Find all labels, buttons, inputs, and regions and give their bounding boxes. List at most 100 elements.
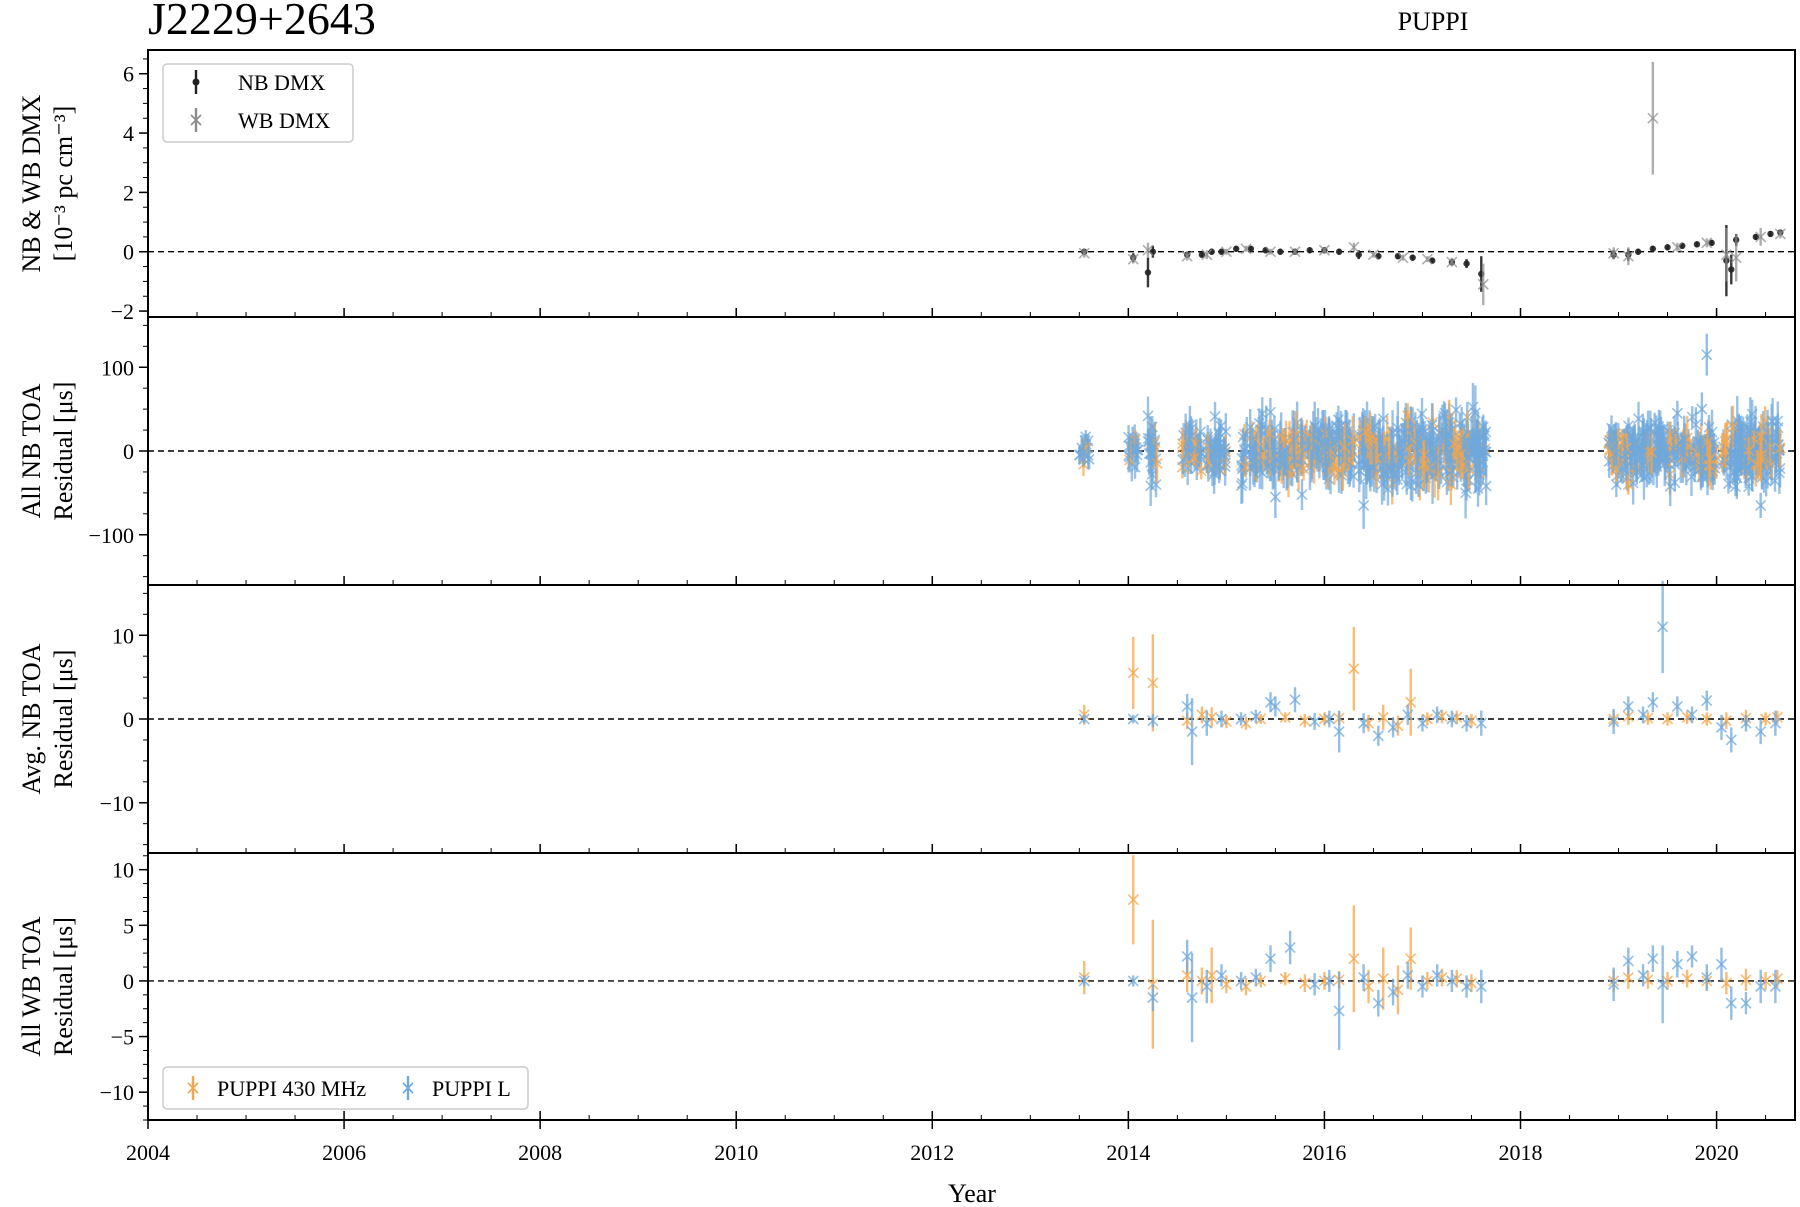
puppi-l-point — [1416, 980, 1429, 993]
puppi-l-point-marker — [1208, 468, 1220, 480]
puppi-430-mhz-point-marker — [1465, 977, 1478, 989]
puppi-l-point — [1438, 410, 1450, 422]
puppi-l-point — [1461, 717, 1473, 729]
puppi-430-mhz-point — [1362, 717, 1375, 729]
panel-frame — [147, 49, 1796, 318]
puppi-l-point-marker — [1309, 978, 1321, 990]
puppi-l-point — [1250, 710, 1262, 723]
outlier-point-marker — [1402, 410, 1414, 422]
puppi-l-point — [1683, 454, 1695, 466]
wb-dmx-point — [1477, 278, 1489, 290]
puppi-l-point — [1744, 416, 1756, 428]
puppi-l-point — [1637, 969, 1649, 981]
puppi-l-point — [1690, 419, 1702, 431]
puppi-430-point — [1364, 433, 1376, 445]
puppi-l-point-marker — [1274, 449, 1286, 461]
puppi-l-point-marker — [1637, 969, 1649, 981]
x-tick-label: 2018 — [1499, 1140, 1543, 1165]
puppi-430-point-marker — [1347, 435, 1359, 447]
puppi-l-point — [1296, 488, 1308, 501]
wb-dmx-point-marker — [1127, 253, 1139, 265]
puppi-l-point — [1078, 713, 1090, 725]
puppi-l-point — [1446, 975, 1458, 987]
puppi-l-point-marker — [1715, 958, 1728, 970]
puppi-l-point — [1377, 413, 1389, 425]
wb-dmx-point — [1622, 250, 1634, 262]
nb-dmx-point — [1144, 269, 1152, 276]
puppi-430-point-marker — [1264, 427, 1276, 440]
puppi-l-point — [1186, 725, 1198, 738]
outlier-point — [1622, 478, 1634, 491]
puppi-l-point — [1274, 449, 1286, 461]
puppi-l-point-marker — [1695, 457, 1707, 469]
puppi-430-mhz-point — [1279, 973, 1291, 985]
puppi-l-point-marker — [1250, 451, 1262, 463]
wb-dmx-point-marker — [1608, 247, 1620, 259]
puppi-l-point — [1767, 416, 1779, 428]
outlier-point — [1671, 407, 1683, 419]
puppi-l-point-marker — [1235, 713, 1247, 725]
puppi-l-point — [1127, 713, 1139, 725]
puppi-l-point-marker — [1725, 734, 1737, 746]
puppi-l-point — [1642, 423, 1654, 435]
puppi-l-point — [1146, 468, 1158, 480]
puppi-l-point — [1323, 713, 1335, 725]
puppi-l-point — [1201, 980, 1213, 993]
puppi-l-point — [1722, 478, 1735, 490]
puppi-l-point — [1424, 436, 1436, 449]
panel-frame — [147, 852, 1796, 1121]
puppi-l-point-marker — [1475, 980, 1487, 993]
puppi-l-point-marker — [1622, 700, 1634, 713]
puppi-l-point-marker — [1402, 709, 1414, 721]
puppi-l-point-marker — [1145, 480, 1157, 492]
puppi-l-point — [1078, 975, 1090, 987]
outlier-point — [1755, 499, 1767, 512]
puppi-l-point — [1669, 477, 1681, 489]
puppi-430-point-marker — [1703, 459, 1715, 472]
puppi-l-point-marker — [1431, 709, 1443, 721]
puppi-l-point-marker — [1608, 715, 1620, 728]
wb-dmx-point — [1240, 243, 1252, 255]
puppi-430-mhz-point — [1220, 978, 1232, 990]
puppi-430-mhz-point — [1147, 677, 1159, 689]
puppi-430-point-marker — [1752, 459, 1764, 471]
puppi-l-point-marker — [1083, 453, 1095, 465]
puppi-l-point-marker — [1181, 700, 1193, 713]
puppi-430-point-marker — [1755, 431, 1767, 443]
puppi-430-point — [1264, 427, 1276, 440]
puppi-l-point-marker — [1690, 419, 1702, 431]
wb-dmx-point-marker — [1078, 247, 1090, 259]
puppi-l-point — [1608, 978, 1620, 990]
puppi-l-point-marker — [1669, 477, 1681, 489]
puppi-430-point — [1347, 435, 1359, 447]
puppi-l-point — [1319, 435, 1331, 447]
puppi-430-mhz-point — [1127, 667, 1139, 679]
puppi-430-point-marker — [1456, 460, 1469, 472]
puppi-430-point — [1610, 463, 1622, 476]
puppi-l-point-marker — [1657, 978, 1669, 990]
puppi-430-mhz-point-marker — [1760, 713, 1772, 725]
wb-dmx-point — [1671, 241, 1683, 253]
wb-dmx-point — [1367, 249, 1380, 261]
puppi-l-point-marker — [1413, 479, 1425, 491]
puppi-l-point-marker — [1460, 487, 1472, 499]
puppi-l-point-marker — [1744, 416, 1756, 428]
puppi-l-point-marker — [1619, 449, 1631, 461]
puppi-l-point-marker — [1477, 445, 1490, 457]
puppi-l-point — [1302, 442, 1314, 454]
puppi-l-point-marker — [1610, 447, 1623, 459]
wb-dmx-point-marker — [1622, 250, 1634, 262]
puppi-430-mhz-point-marker — [1720, 977, 1732, 989]
legend-label: WB DMX — [238, 108, 330, 133]
puppi-l-point — [1671, 700, 1683, 713]
puppi-430-point — [1359, 426, 1371, 438]
wb-dmx-point — [1318, 244, 1330, 256]
wb-dmx-point — [1181, 250, 1193, 262]
puppi-l-point — [1333, 725, 1345, 738]
puppi-l-point — [1634, 453, 1646, 465]
puppi-430-mhz-point-marker — [1405, 953, 1417, 965]
puppi-l-point-marker — [1142, 435, 1154, 447]
x-tick-label: 2014 — [1106, 1140, 1150, 1165]
puppi-l-point-marker — [1387, 721, 1399, 733]
puppi-l-point-marker — [1309, 715, 1321, 728]
